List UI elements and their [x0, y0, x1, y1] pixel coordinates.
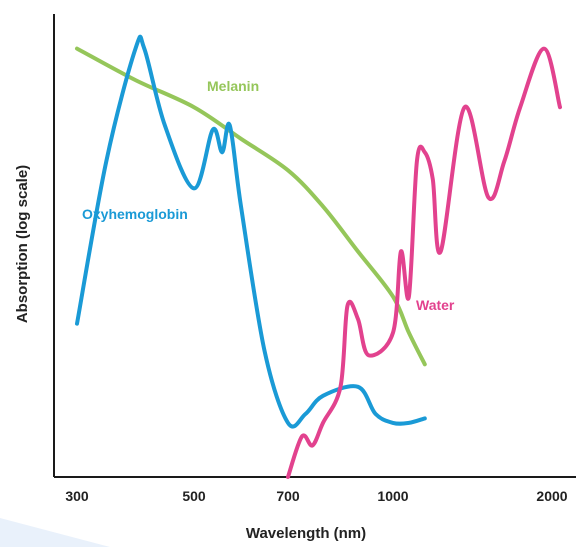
x-tick-label: 1000 — [377, 488, 408, 504]
x-tick-labels: 300 500 700 1000 2000 — [65, 488, 567, 504]
oxyhemoglobin-label: Oxyhemoglobin — [82, 206, 188, 222]
chart-axes — [53, 14, 576, 478]
x-tick-label: 300 — [65, 488, 89, 504]
melanin-curve — [75, 46, 427, 367]
x-tick-label: 2000 — [536, 488, 567, 504]
x-axis-title: Wavelength (nm) — [246, 525, 366, 542]
x-tick-label: 500 — [182, 488, 206, 504]
melanin-label: Melanin — [207, 78, 259, 94]
x-tick-label: 700 — [276, 488, 300, 504]
oxyhemoglobin-curve — [75, 34, 427, 429]
water-label: Water — [416, 297, 455, 313]
y-axis-title: Absorption (log scale) — [14, 165, 31, 323]
series-lines — [75, 34, 562, 479]
water-curve — [286, 46, 562, 479]
